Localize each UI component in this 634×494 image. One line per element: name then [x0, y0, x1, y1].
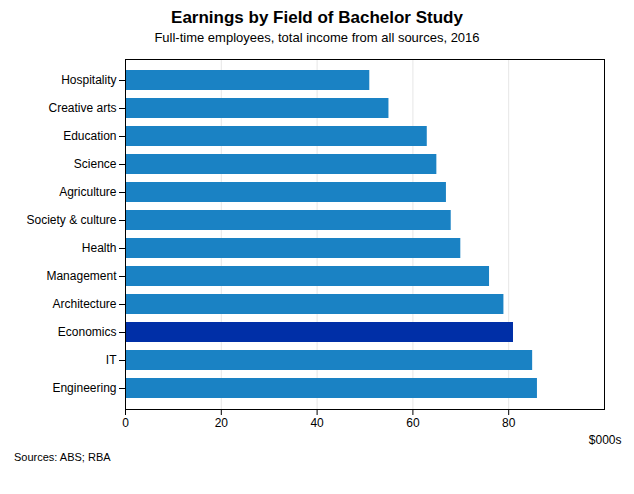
- svg-text:Creative arts: Creative arts: [48, 101, 116, 115]
- svg-text:60: 60: [406, 416, 420, 430]
- svg-text:Agriculture: Agriculture: [59, 185, 117, 199]
- svg-text:Education: Education: [63, 129, 116, 143]
- svg-text:Science: Science: [74, 157, 117, 171]
- svg-text:$000s: $000s: [589, 433, 622, 447]
- svg-text:Architecture: Architecture: [52, 297, 116, 311]
- svg-text:40: 40: [310, 416, 324, 430]
- svg-text:Management: Management: [46, 269, 117, 283]
- html-text:Earnings by Field of Bachelor: Earnings by Field of Bachelor Study: [171, 8, 463, 27]
- html-text:Full-time employees, total inc: Full-time employees, total income from a…: [154, 30, 480, 45]
- svg-text:Engineering: Engineering: [52, 381, 116, 395]
- svg-text:80: 80: [502, 416, 516, 430]
- html-text:Sources: ABS; RBA: Sources: ABS; RBA: [14, 451, 111, 463]
- svg-text:20: 20: [215, 416, 229, 430]
- svg-text:Health: Health: [82, 241, 117, 255]
- svg-text:IT: IT: [106, 353, 117, 367]
- svg-text:Economics: Economics: [58, 325, 117, 339]
- svg-text:Hospitality: Hospitality: [61, 73, 116, 87]
- svg-text:0: 0: [122, 416, 129, 430]
- svg-text:Society & culture: Society & culture: [26, 213, 116, 227]
